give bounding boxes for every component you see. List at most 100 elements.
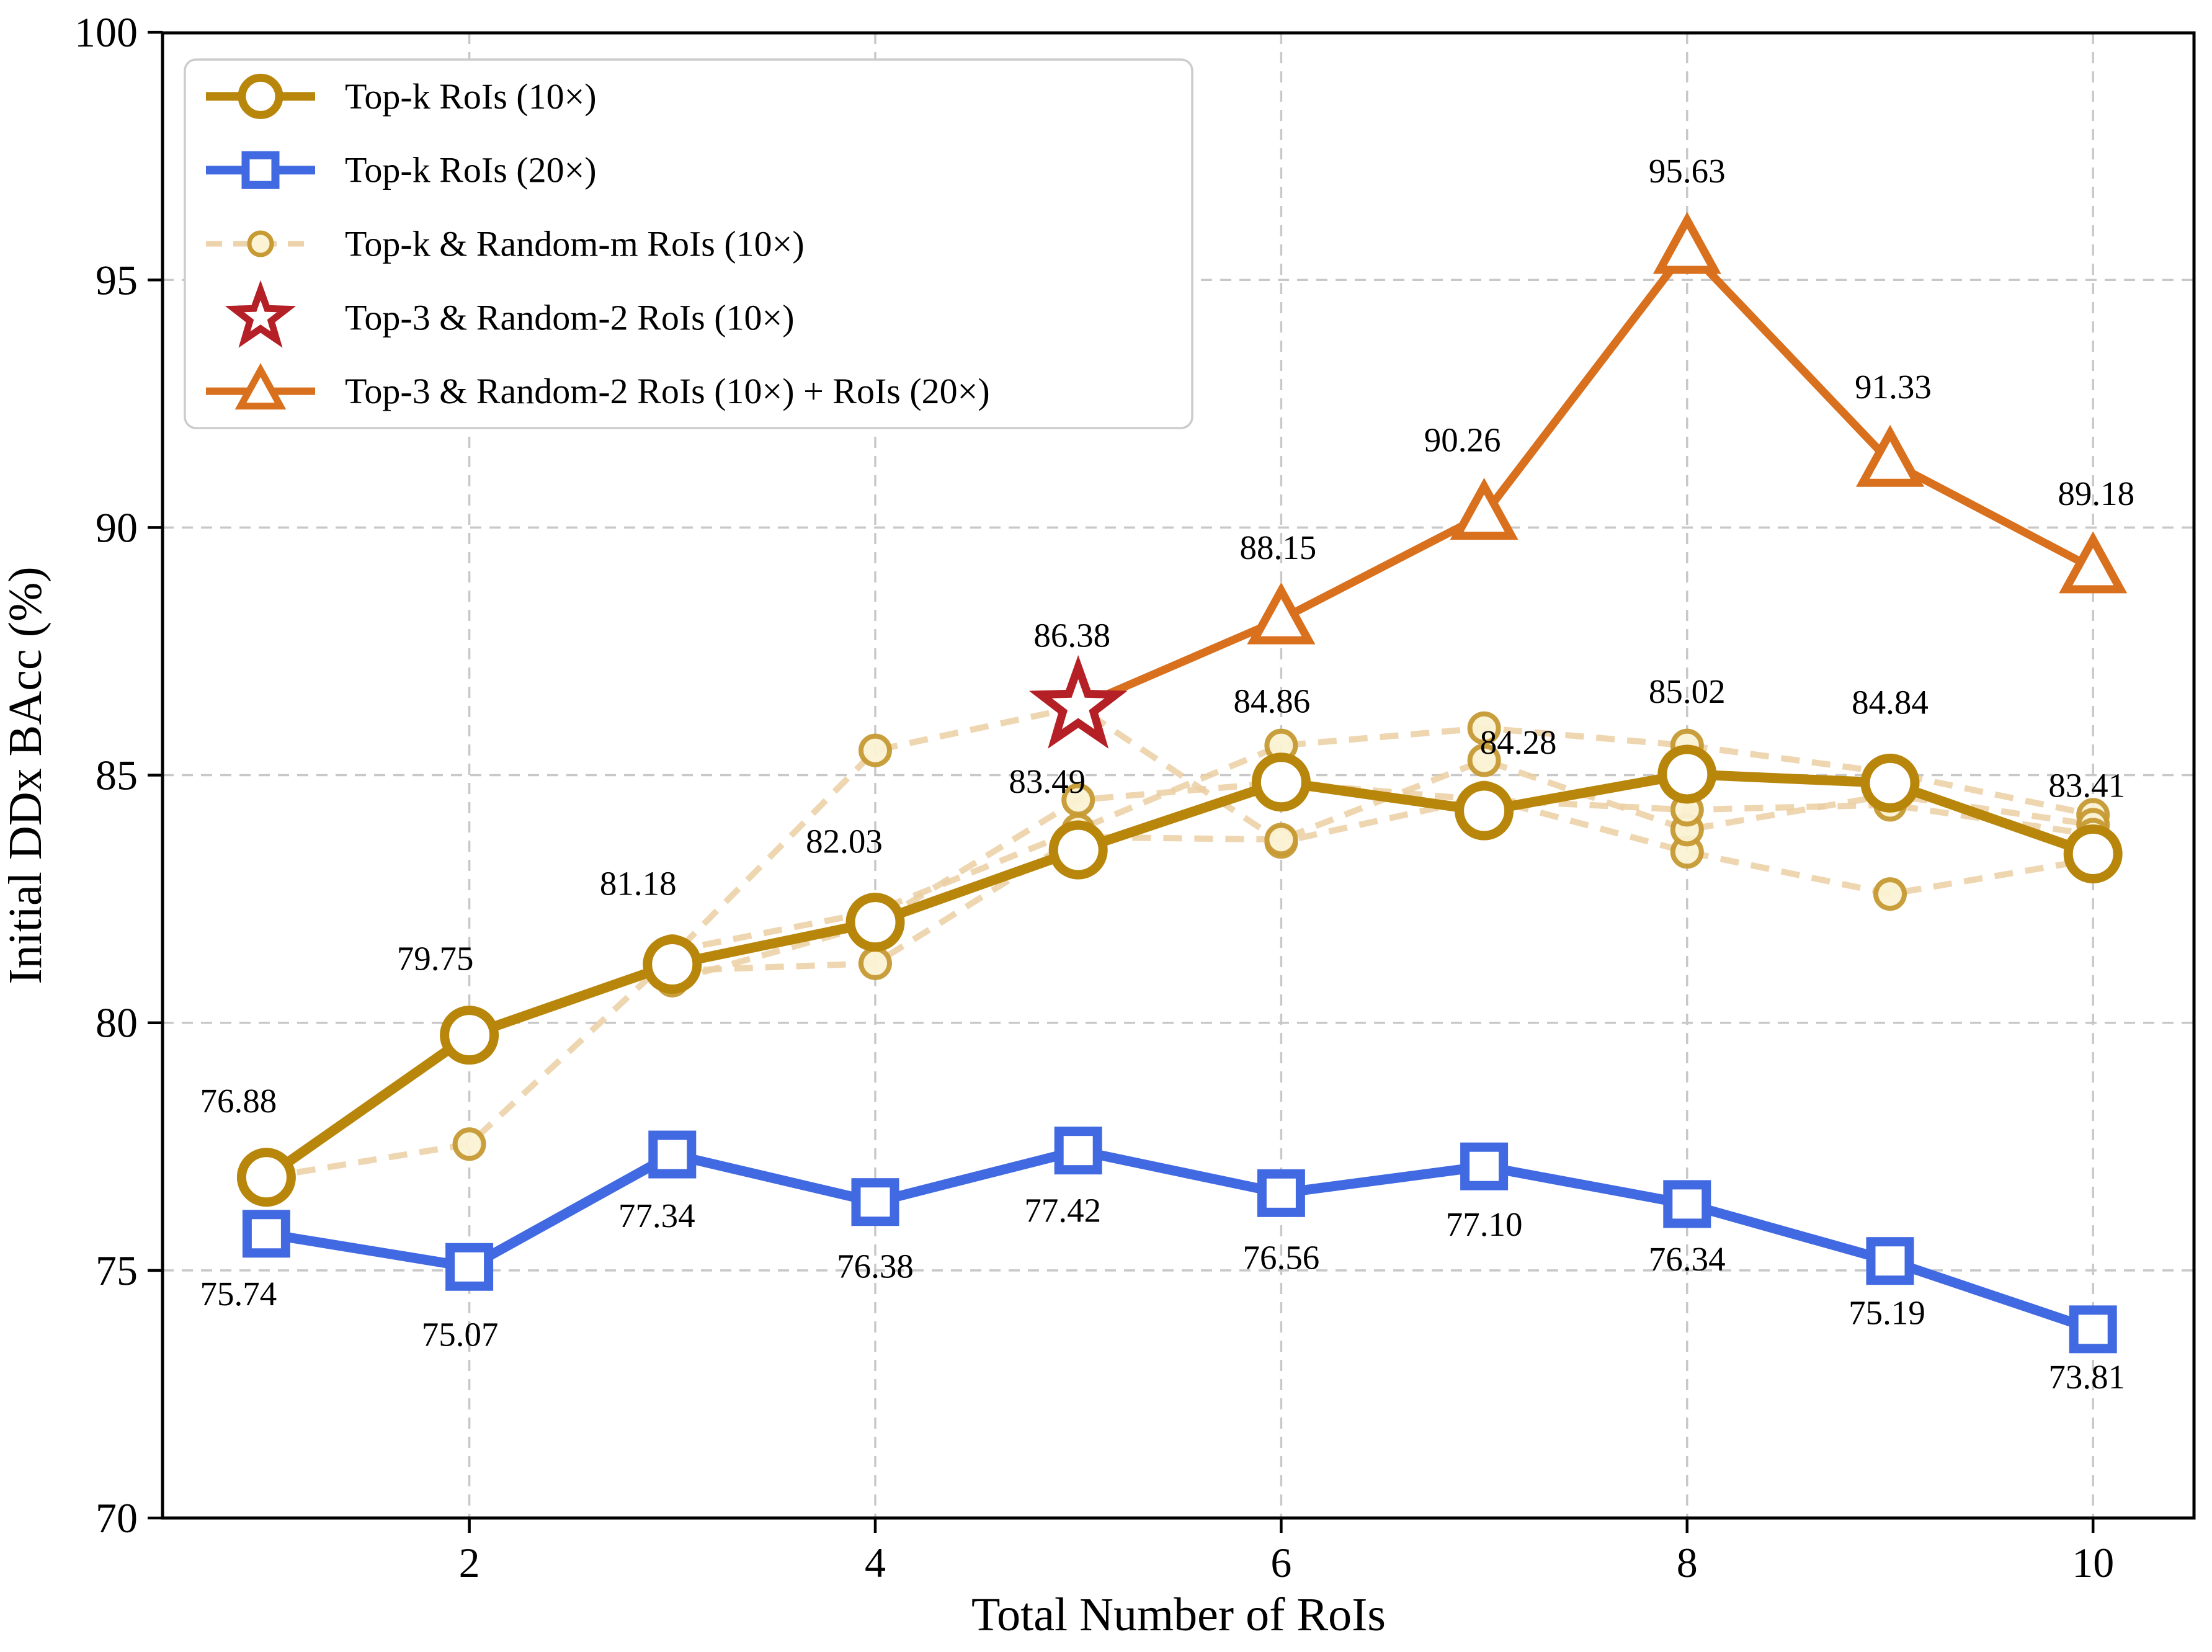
data-value-label: 83.41 [2048,766,2125,804]
random-run-marker [1061,783,1095,817]
series-marker [1054,1127,1102,1175]
random-run-line [671,725,2094,954]
data-value-label: 76.88 [200,1082,277,1120]
series-marker [2069,1305,2117,1354]
data-value-label: 75.74 [200,1275,277,1313]
random-run-marker [1264,823,1298,857]
data-value-label: 89.18 [2058,475,2134,512]
data-value-label: 85.02 [1649,672,1726,710]
series-marker [1247,582,1316,645]
legend-dot-marker-icon [247,230,274,257]
value-labels: 76.88 79.75 81.18 82.03 83.49 84.86 84.28 85.02… [200,152,2135,1396]
y-axis-title: Initial DDx BAcc (%) [0,566,51,984]
y-tick-label: 95 [96,256,138,303]
series-marker [1856,424,1924,487]
data-value-label: 77.10 [1446,1205,1523,1243]
y-tick-label: 85 [96,752,138,799]
series-marker [1460,1142,1509,1190]
legend: Top-k RoIs (10×) Top-k RoIs (20×) Top-k & … [184,58,1193,429]
x-tick-label: 6 [1270,1539,1291,1586]
x-tick-label: 8 [1677,1539,1698,1586]
data-value-label: 76.34 [1649,1240,1726,1278]
star-marker [1028,655,1128,749]
legend-box [184,58,1193,429]
series-marker [648,1130,697,1179]
y-tick-label: 100 [74,9,138,56]
series-marker [2063,824,2123,883]
series-marker [1860,753,1920,813]
y-tick-label: 80 [96,999,138,1047]
random-run-marker [452,1127,486,1161]
series-marker [851,1178,899,1226]
series-line [263,769,2095,1182]
x-tick-label: 10 [2072,1539,2114,1586]
data-value-label: 79.75 [397,940,474,978]
data-value-label: 75.07 [422,1315,499,1353]
data-value-label: 73.81 [2048,1358,2125,1396]
series-marker [236,1148,296,1207]
data-value-label: 88.15 [1240,529,1317,566]
data-value-label: 84.86 [1234,682,1311,720]
data-value-label: 77.42 [1024,1192,1101,1230]
legend-item: Top-k RoIs (20×) [206,150,597,190]
data-value-label: 83.49 [1009,762,1086,800]
legend-item-label: Top-3 & Random-2 RoIs (10×) + RoIs (20×) [345,371,990,411]
axis-ticks [148,30,2095,1533]
x-tick-label: 4 [865,1539,886,1586]
series-marker [1257,1169,1305,1217]
y-tick-label: 70 [96,1494,138,1542]
random-run-marker [1467,743,1501,777]
random-run-marker [858,946,892,980]
legend-item-label: Top-k & Random-m RoIs (10×) [345,224,805,264]
data-value-label: 75.19 [1849,1294,1925,1332]
data-value-label: 91.33 [1855,368,1932,406]
legend-circle-marker-icon [238,73,283,119]
y-tick-label: 75 [96,1247,138,1294]
random-run-marker [1873,877,1907,911]
legend-triangle-marker-icon [234,363,287,410]
series-marker [1652,212,1721,274]
series-marker [440,1006,499,1065]
legend-square-marker-icon [241,151,280,189]
legend-star-marker-icon [225,280,297,348]
series-marker [445,1243,494,1291]
legend-item: Top-3 & Random-2 RoIs (10×) + RoIs (20×) [206,363,990,411]
x-tick-label: 2 [459,1539,480,1586]
data-value-label: 76.38 [837,1248,914,1285]
series-marker [1048,820,1108,880]
series-marker [643,935,702,994]
series-marker [845,893,905,952]
random-run-line [671,779,2094,984]
legend-item: Top-k & Random-m RoIs (10×) [206,224,805,264]
data-value-label: 81.18 [600,865,677,903]
series-marker [1657,744,1717,804]
series-marker [1455,781,1514,841]
legend-item: Top-k RoIs (10×) [206,73,597,119]
data-value-label: 95.63 [1649,152,1726,190]
random-run-marker [1467,711,1501,745]
series-marker [1450,478,1519,540]
series-line [265,1145,2095,1334]
data-value-label: 84.84 [1852,683,1929,721]
data-value-label: 82.03 [806,823,883,860]
series-marker [1251,752,1311,812]
data-value-label: 76.56 [1243,1238,1320,1276]
data-value-label: 90.26 [1424,421,1501,459]
data-value-label: 84.28 [1480,723,1557,761]
tick-labels: 2 4 6 8 10 70 75 80 85 90 95 100 [74,9,2114,1586]
legend-item-label: Top-3 & Random-2 RoIs (10×) [345,297,795,337]
series-line [1076,244,2095,711]
legend-item-label: Top-k RoIs (20×) [345,150,597,190]
series-marker [1663,1180,1711,1228]
random-run-marker [858,733,892,767]
legend-item-label: Top-k RoIs (10×) [345,76,597,117]
data-series [236,212,2128,1354]
series-marker [1866,1237,1914,1285]
y-tick-label: 90 [96,504,138,551]
series-marker [242,1210,290,1258]
series-marker [2059,531,2128,594]
x-axis-title: Total Number of RoIs [971,1589,1386,1641]
data-value-label: 77.34 [618,1197,695,1235]
